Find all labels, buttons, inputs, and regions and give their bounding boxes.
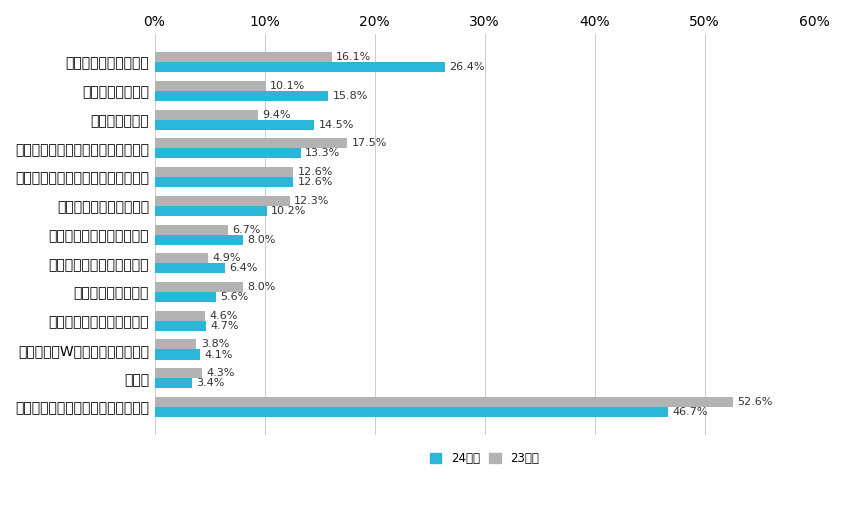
Text: 12.3%: 12.3% [294, 196, 329, 206]
Bar [154, 167, 293, 177]
Bar [154, 138, 347, 148]
Bar [154, 407, 668, 417]
Text: 4.1%: 4.1% [203, 350, 232, 359]
Text: 5.6%: 5.6% [220, 292, 248, 302]
Bar [154, 109, 257, 120]
Text: 15.8%: 15.8% [333, 91, 368, 101]
Text: 6.4%: 6.4% [229, 263, 257, 273]
Text: 3.4%: 3.4% [196, 378, 225, 388]
Bar [154, 224, 228, 235]
Bar [154, 310, 205, 321]
Legend: 24年卒, 23年卒: 24年卒, 23年卒 [425, 447, 544, 469]
Text: 4.7%: 4.7% [210, 321, 239, 331]
Text: 4.6%: 4.6% [209, 310, 238, 321]
Bar [154, 81, 265, 91]
Bar [154, 378, 192, 388]
Text: 12.6%: 12.6% [297, 167, 333, 177]
Bar [154, 206, 267, 216]
Text: 9.4%: 9.4% [262, 109, 290, 120]
Text: 10.2%: 10.2% [271, 206, 306, 216]
Bar [154, 120, 314, 130]
Bar [154, 91, 328, 101]
Text: 16.1%: 16.1% [336, 52, 371, 62]
Text: 14.5%: 14.5% [318, 120, 354, 130]
Bar [154, 397, 733, 407]
Bar [154, 368, 202, 378]
Bar [154, 263, 225, 273]
Text: 17.5%: 17.5% [351, 138, 387, 148]
Text: 26.4%: 26.4% [449, 62, 484, 72]
Bar [154, 177, 293, 187]
Bar [154, 340, 196, 350]
Bar [154, 350, 199, 359]
Bar [154, 62, 445, 72]
Text: 13.3%: 13.3% [305, 149, 340, 158]
Bar [154, 52, 332, 62]
Text: 8.0%: 8.0% [246, 282, 275, 292]
Bar [154, 292, 216, 302]
Text: 12.6%: 12.6% [297, 177, 333, 187]
Bar [154, 148, 300, 158]
Text: 52.6%: 52.6% [737, 397, 772, 407]
Text: 3.8%: 3.8% [201, 340, 229, 350]
Text: 4.9%: 4.9% [213, 253, 241, 263]
Text: 4.3%: 4.3% [206, 368, 235, 378]
Bar [154, 235, 242, 245]
Text: 10.1%: 10.1% [270, 81, 305, 91]
Text: 46.7%: 46.7% [672, 407, 707, 417]
Bar [154, 196, 289, 206]
Text: 6.7%: 6.7% [232, 224, 261, 235]
Text: 8.0%: 8.0% [246, 235, 275, 245]
Bar [154, 282, 242, 292]
Bar [154, 253, 208, 263]
Bar [154, 321, 206, 331]
